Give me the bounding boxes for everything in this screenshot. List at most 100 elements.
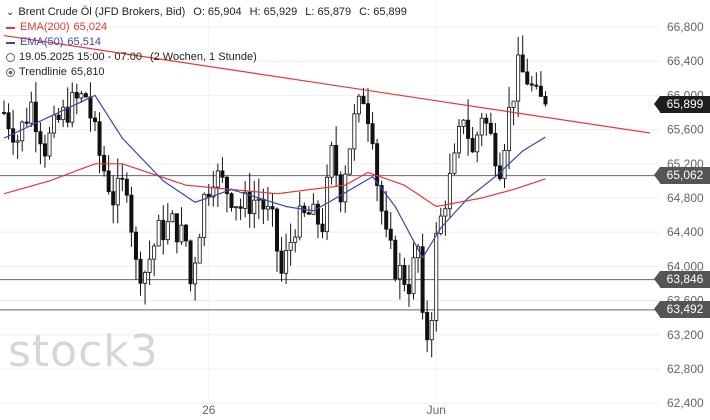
- candle-body: [306, 212, 311, 215]
- level-tag-low[interactable]: 63,492: [654, 301, 710, 319]
- candle: [174, 213, 179, 254]
- candle-body: [529, 83, 534, 86]
- candle: [425, 300, 430, 352]
- legend-ema50-row[interactable]: EMA(50) 65,514: [6, 35, 407, 50]
- candle: [347, 148, 352, 176]
- candle-body: [38, 131, 43, 145]
- candle: [397, 252, 402, 300]
- candle-body: [365, 103, 370, 125]
- candle: [52, 105, 57, 138]
- candle: [124, 172, 129, 203]
- candle-body: [461, 119, 466, 127]
- candle-body: [516, 54, 521, 102]
- candle: [356, 94, 361, 123]
- level-tag-upper[interactable]: 65,062: [654, 167, 710, 185]
- candle: [143, 270, 148, 305]
- candle: [165, 203, 170, 245]
- candle: [97, 112, 102, 174]
- candle-body: [170, 213, 175, 223]
- candle: [420, 233, 425, 320]
- low-value: L: 65,879: [305, 6, 352, 18]
- candle-body: [42, 143, 47, 157]
- y-tick-label: 62,800: [667, 362, 704, 376]
- candle-body: [434, 233, 439, 321]
- candle-body: [261, 198, 266, 210]
- legend-ema200-row[interactable]: EMA(200) 65,024: [6, 20, 407, 35]
- candle: [47, 127, 52, 160]
- candle-body: [438, 215, 443, 234]
- candle-body: [11, 128, 16, 143]
- candle-body: [197, 236, 202, 264]
- candle-body: [502, 150, 507, 180]
- candle-body: [361, 95, 366, 105]
- candle-body: [329, 144, 334, 178]
- candle: [361, 87, 366, 105]
- high-value: H: 65,929: [249, 6, 298, 18]
- candle: [484, 113, 489, 136]
- candle-body: [420, 246, 425, 313]
- candle-body: [456, 126, 461, 154]
- chevron-down-icon[interactable]: ⌄: [6, 7, 15, 18]
- candle-body: [79, 93, 84, 99]
- candle-body: [15, 140, 20, 143]
- candle: [6, 103, 11, 140]
- candle: [265, 186, 270, 221]
- ema50-swatch: [6, 41, 15, 44]
- candle: [74, 83, 79, 115]
- candle-body: [538, 85, 543, 97]
- candle: [452, 143, 457, 176]
- candle-body: [152, 245, 157, 260]
- candle: [20, 120, 25, 152]
- y-tick-label: 65,600: [667, 123, 704, 137]
- candle: [238, 198, 243, 220]
- candle: [93, 111, 98, 132]
- candle: [456, 119, 461, 159]
- candle-body: [147, 258, 152, 273]
- candle-body: [293, 236, 298, 243]
- candle: [152, 243, 157, 277]
- candle: [138, 251, 143, 296]
- candle-body: [270, 206, 275, 210]
- period-interval: (2 Wochen, 1 Stunde): [149, 51, 257, 63]
- candle: [329, 141, 334, 185]
- y-tick-label: 63,200: [667, 328, 704, 342]
- candle: [88, 82, 93, 132]
- level-tag-mid[interactable]: 63,846: [654, 271, 710, 289]
- candle-body: [507, 106, 512, 151]
- candle: [279, 237, 284, 282]
- candle-body: [334, 144, 339, 176]
- candle: [42, 134, 47, 168]
- horizontal-levels: [0, 175, 660, 311]
- candle: [475, 131, 480, 163]
- trendline[interactable]: [3, 34, 651, 134]
- candle-body: [511, 100, 516, 108]
- candle: [102, 145, 107, 177]
- candle: [497, 152, 502, 181]
- candlesticks: [2, 35, 548, 358]
- legend-trendline-row[interactable]: Trendlinie 65,810: [6, 65, 407, 80]
- candle-body: [429, 320, 434, 341]
- candle-body: [56, 114, 61, 121]
- candle-body: [470, 138, 475, 153]
- candle-body: [106, 170, 111, 193]
- candle-body: [133, 231, 138, 260]
- candle: [429, 312, 434, 358]
- candle-body: [288, 242, 293, 251]
- candle-body: [384, 210, 389, 230]
- candle-body: [215, 170, 220, 188]
- candle-body: [488, 122, 493, 134]
- candle: [315, 200, 320, 239]
- candle-body: [279, 250, 284, 274]
- candle: [29, 91, 34, 128]
- legend-period-row: 19.05.2025 15:00 - 07:00 (2 Wochen, 1 St…: [6, 50, 407, 65]
- candle: [15, 134, 20, 159]
- candle-body: [129, 194, 134, 233]
- candle-body: [206, 193, 211, 198]
- candle: [511, 100, 516, 126]
- candle-body: [411, 257, 416, 295]
- ema50-line: [3, 94, 546, 260]
- x-tick-label: Jun: [427, 403, 446, 417]
- candle: [247, 173, 252, 228]
